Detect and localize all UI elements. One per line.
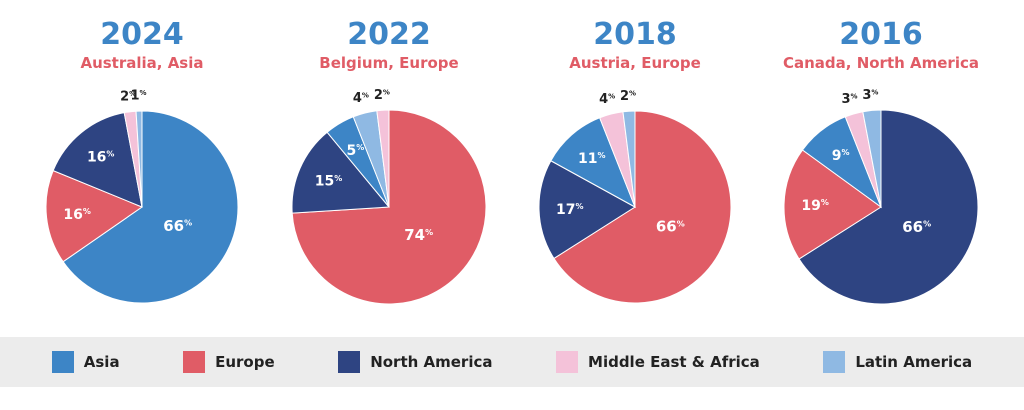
data-label-middle-east-africa: 3% — [841, 92, 857, 107]
pie-slice-north-america — [52, 112, 143, 208]
chart-title: 2024 — [100, 17, 184, 52]
pie-slice-north-america — [798, 109, 979, 305]
legend-item-middle-east-africa: Middle East & Africa — [556, 351, 760, 373]
chart-subtitle: Canada, North America — [783, 54, 979, 72]
chart-subtitle: Austria, Europe — [569, 54, 701, 72]
pie-slice-latin-america — [622, 110, 636, 208]
legend-swatch-latin-america — [823, 351, 846, 373]
data-label-latin-america: 3% — [862, 88, 878, 103]
data-label-latin-america: 1% — [130, 89, 146, 104]
data-label-latin-america: 2% — [620, 89, 636, 104]
pie-slice-latin-america — [135, 110, 143, 208]
legend-item-north-america: North America — [338, 351, 492, 373]
legend-swatch-europe — [183, 351, 206, 373]
pie-slice-north-america — [538, 160, 636, 260]
legend-item-europe: Europe — [183, 351, 275, 373]
legend-item-latin-america: Latin America — [823, 351, 972, 373]
pie-slice-europe — [553, 110, 732, 304]
legend-swatch-north-america — [338, 351, 361, 373]
pie-slice-latin-america — [862, 109, 882, 208]
legend-swatch-asia — [51, 351, 74, 373]
chart-title: 2022 — [347, 17, 431, 52]
data-label-middle-east-africa: 2% — [374, 88, 390, 103]
pie-slice-middle-east-africa — [376, 109, 390, 208]
legend-label-asia: Asia — [83, 353, 120, 371]
legend-item-asia: Asia — [51, 351, 120, 373]
legend-label-europe: Europe — [215, 353, 275, 371]
chart-title: 2018 — [593, 17, 677, 52]
data-label-middle-east-africa: 4% — [599, 92, 615, 107]
pie-slice-north-america — [291, 131, 391, 214]
chart-subtitle: Australia, Asia — [80, 54, 203, 72]
chart-title: 2016 — [839, 17, 923, 52]
legend-label-latin-america: Latin America — [855, 353, 973, 371]
legend: Asia Europe North America Middle East & … — [0, 337, 1024, 387]
legend-swatch-middle-east-africa — [556, 351, 579, 373]
pie-slice-asia — [62, 110, 239, 304]
legend-label-north-america: North America — [370, 353, 493, 371]
pie-slice-europe — [45, 169, 144, 263]
data-label-latin-america: 4% — [353, 91, 369, 106]
chart-subtitle: Belgium, Europe — [319, 54, 458, 72]
pie-slice-asia — [550, 117, 636, 209]
legend-label-middle-east-africa: Middle East & Africa — [588, 353, 760, 371]
pie-slice-europe — [783, 149, 882, 260]
